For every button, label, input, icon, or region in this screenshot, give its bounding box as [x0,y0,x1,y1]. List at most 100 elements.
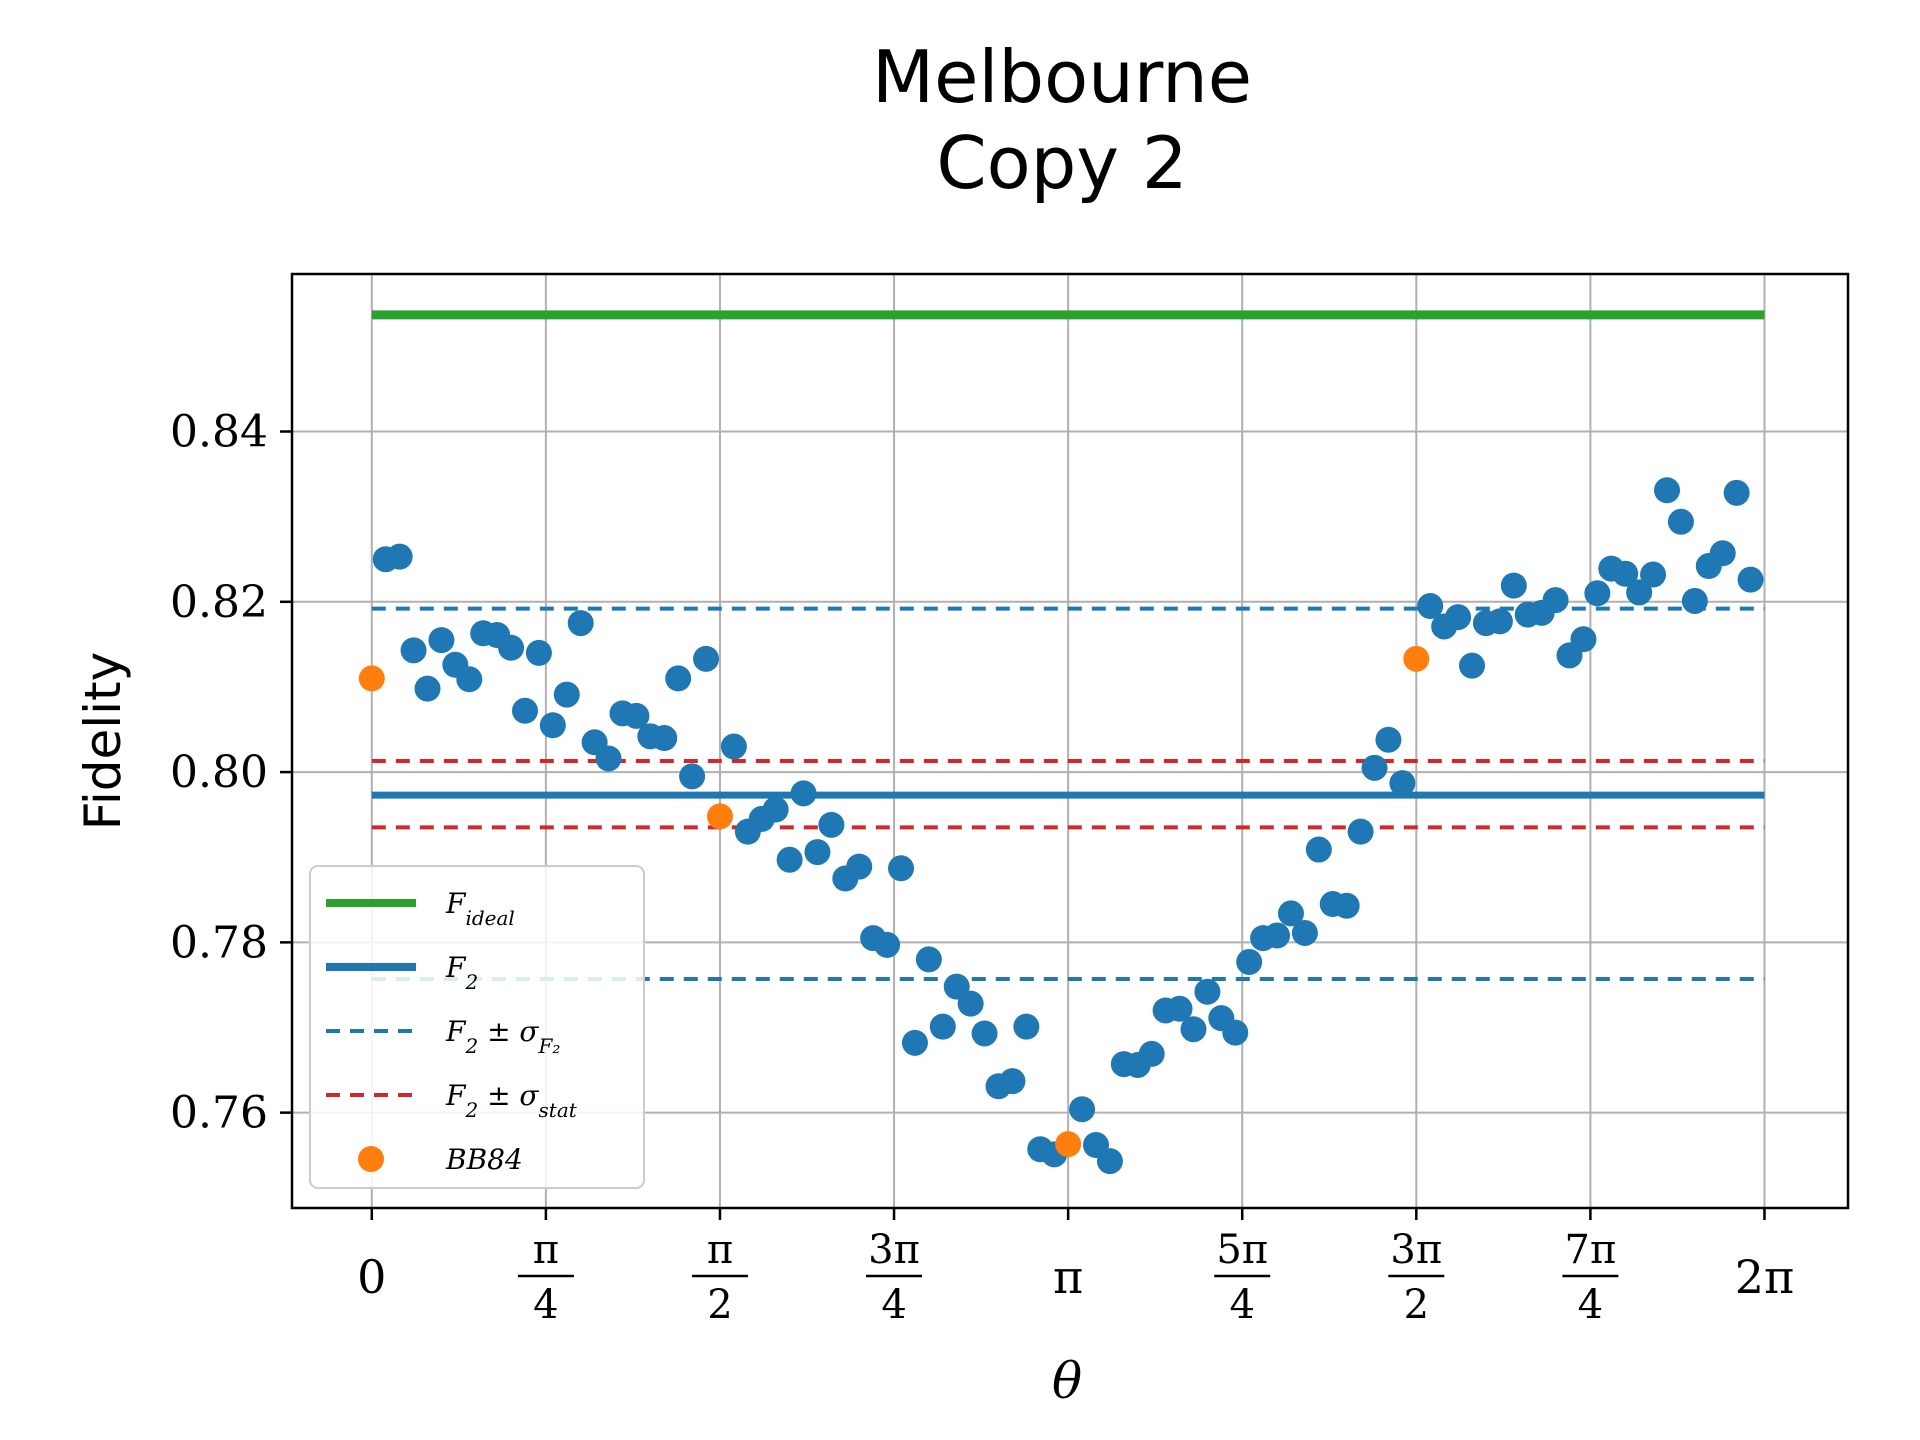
bb84-point [706,803,733,830]
data-point [651,725,678,752]
data-point [818,811,845,838]
data-point [720,733,747,760]
x-tick-denominator: 2 [707,1282,732,1328]
data-point [428,627,455,654]
data-point [400,637,427,664]
x-tick-label: π [1053,1250,1083,1304]
data-point [1737,566,1764,593]
data-point [1486,608,1513,635]
data-point [512,697,539,724]
data-point [846,853,873,880]
x-tick-numerator: 7π [1565,1227,1617,1273]
data-point [915,946,942,973]
x-axis-label: θ [1052,1352,1082,1410]
data-point [567,610,594,637]
y-tick-label: 0.78 [170,917,268,968]
x-tick-denominator: 4 [533,1282,558,1328]
x-tick-denominator: 2 [1404,1282,1429,1328]
data-point [804,839,831,866]
bb84-point [358,665,385,692]
x-tick-numerator: 3π [868,1227,920,1273]
data-point [888,855,915,882]
data-point [1459,652,1486,679]
data-point [1500,572,1527,599]
x-tick-fraction: π4 [517,1227,574,1328]
data-point [1096,1148,1123,1175]
x-tick-denominator: 4 [1229,1282,1254,1328]
y-tick-label: 0.82 [170,577,268,628]
chart-title-line-2: Copy 2 [936,121,1187,205]
legend-item: Fideal [326,887,515,930]
legend-item: F2 ± σstat [326,1079,578,1122]
legend-label: Fideal [445,887,515,930]
data-point [1069,1096,1096,1123]
data-point [1222,1019,1249,1046]
data-point [1445,604,1472,631]
legend-marker [358,1146,384,1172]
data-point [623,702,650,729]
x-tick-label: 0 [357,1250,386,1304]
data-point [1653,477,1680,504]
data-point [957,990,984,1017]
legend-item: F2 [326,951,478,994]
chart-title-line-1: Melbourne [872,35,1252,119]
data-point [1626,579,1653,606]
data-point [1375,726,1402,753]
data-point [1180,1016,1207,1043]
y-axis-ticks: 0.76 0.78 0.80 0.82 0.84 [170,407,292,1139]
data-point [1138,1040,1165,1067]
data-point [386,543,413,570]
data-point [414,675,441,702]
bb84-point [1055,1131,1082,1158]
data-point [1681,587,1708,614]
data-point [901,1029,928,1056]
bb84-point [1403,645,1430,672]
legend-label: F2 ± σstat [445,1079,578,1122]
legend-item: BB84 [358,1143,523,1176]
data-point [1417,593,1444,620]
legend-label: F2 ± σF₂ [445,1015,560,1058]
data-point [1333,892,1360,919]
y-tick-label: 0.80 [170,747,268,798]
y-tick-label: 0.76 [170,1088,268,1139]
x-tick-label: 2π [1735,1250,1795,1304]
data-point [525,639,552,666]
data-point [1570,626,1597,653]
data-point [1640,561,1667,588]
data-point [1013,1013,1040,1040]
data-point [1305,836,1332,863]
data-point [1264,922,1291,949]
data-point [1709,540,1736,567]
x-tick-numerator: π [707,1227,733,1273]
data-point [693,645,720,672]
data-point [971,1020,998,1047]
legend-box [309,865,645,1189]
legend-label: F2 [445,951,478,994]
data-point [1612,560,1639,587]
data-point [999,1068,1026,1095]
data-point [1236,948,1263,975]
data-point [1347,818,1374,845]
legend: Fideal F2 F2 ± σF₂ F2 ± σstat BB84 [309,865,645,1189]
data-point [553,681,580,708]
x-tick-fraction: 3π4 [866,1227,923,1328]
data-point [1389,770,1416,797]
data-point [1584,580,1611,607]
x-tick-fraction: 5π4 [1214,1227,1271,1328]
plot-frame [290,272,1850,1210]
data-point [679,763,706,790]
data-point [539,712,566,739]
x-tick-numerator: 3π [1390,1227,1442,1273]
x-tick-denominator: 4 [881,1282,906,1328]
data-point [762,796,789,823]
legend-item: F2 ± σF₂ [326,1015,560,1058]
data-point [1723,479,1750,506]
x-tick-numerator: π [533,1227,559,1273]
data-point [665,665,692,692]
x-tick-fraction: 3π2 [1388,1227,1445,1328]
data-point [874,931,901,958]
data-point [456,666,483,693]
data-point [1166,995,1193,1022]
